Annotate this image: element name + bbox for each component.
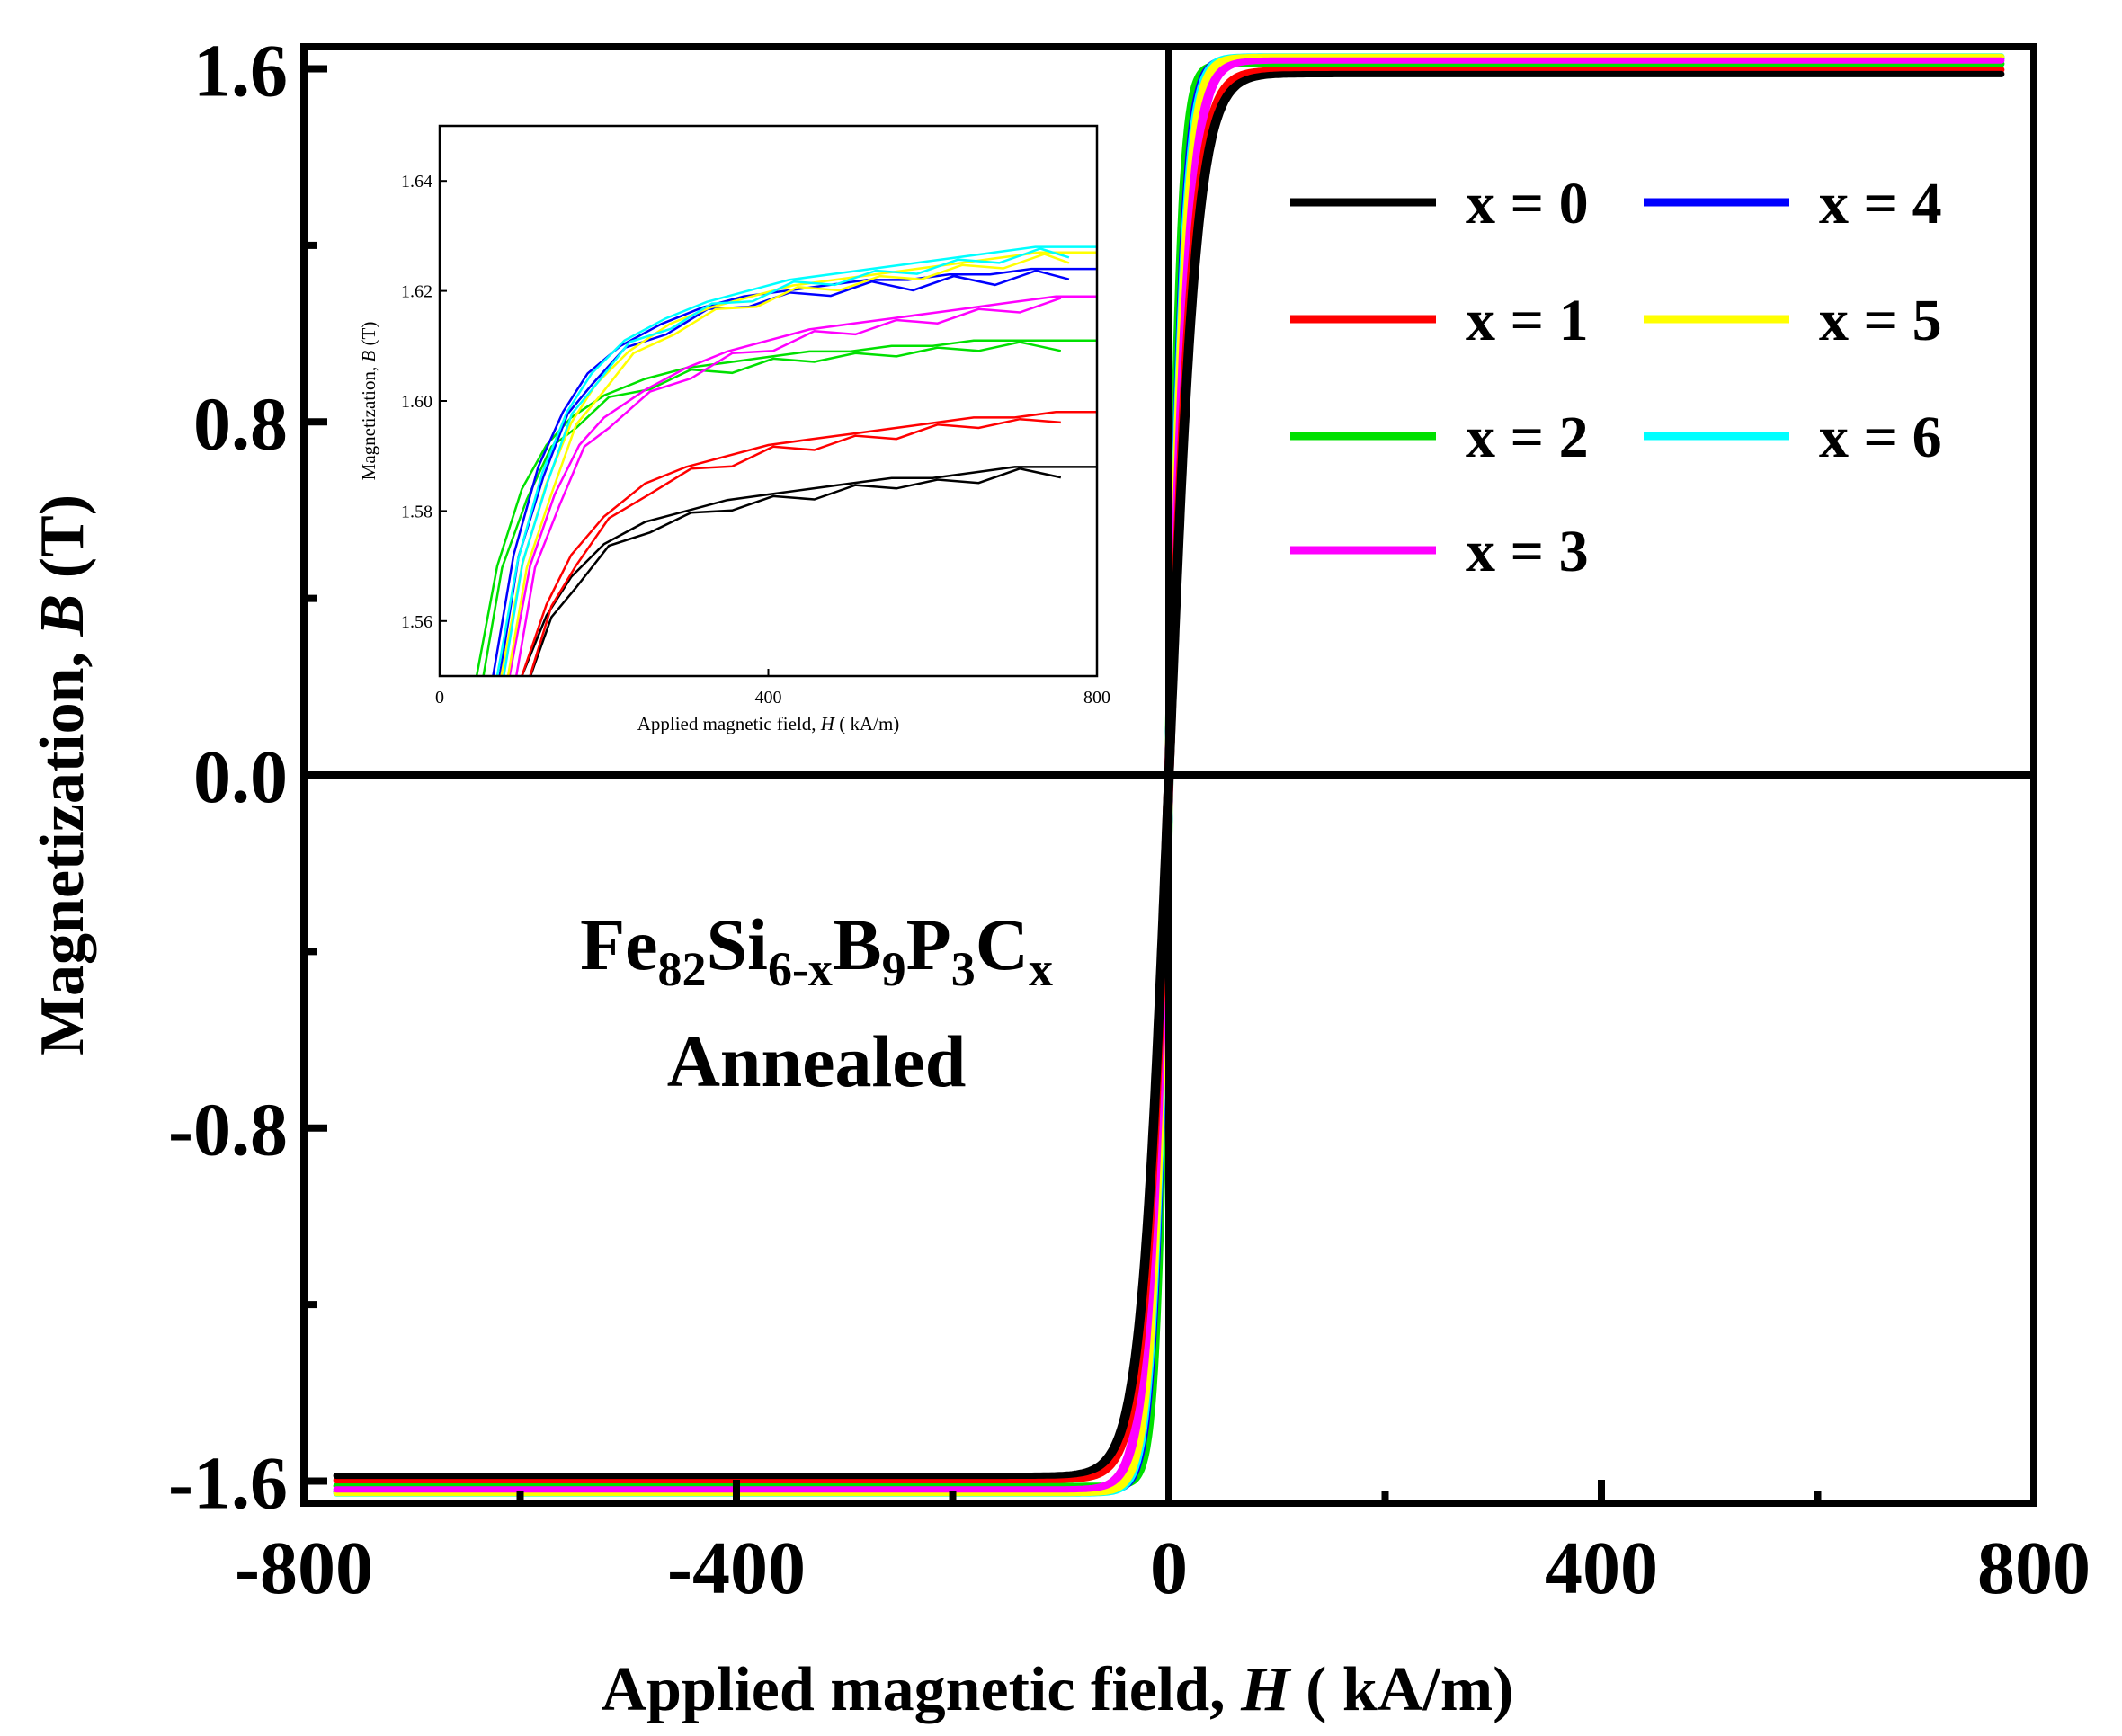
y-tick-label: -0.8 (168, 1089, 288, 1172)
annealed-label: Annealed (667, 1020, 967, 1102)
composition-label: Fe82​Si6-x​B9​P3​Cx​ (580, 904, 1053, 996)
y-tick-label: 0.8 (193, 382, 288, 466)
inset-series-return (482, 341, 1062, 676)
y-tick-label: -1.6 (168, 1441, 288, 1525)
inset-y-tick-label: 1.60 (401, 392, 432, 412)
inset-series-line (521, 410, 1097, 676)
inset-series-return (506, 253, 1070, 676)
inset-x-tick-label: 400 (755, 688, 782, 708)
inset-y-tick-label: 1.62 (401, 282, 432, 302)
legend-label: x = 3 (1466, 519, 1589, 584)
inset-series-return (514, 297, 1062, 676)
x-tick-label: -800 (235, 1527, 373, 1610)
series-line-x3 (333, 57, 2005, 1493)
inset-series-line (495, 245, 1097, 676)
inset-plot: 0 400 800 1.56 1.58 1.60 1.62 1.64 Applied magne… (358, 124, 1110, 734)
x-tick-label: -400 (667, 1527, 806, 1610)
series-line-x0 (333, 70, 2005, 1480)
inset-y-tick-label: 1.64 (401, 172, 432, 191)
inset-y-tick-label: 1.58 (401, 502, 432, 521)
y-tick-label: 1.6 (193, 30, 288, 113)
x-axis-title: Applied magnetic field, H ( kA/m) (602, 1655, 1514, 1724)
inset-series-return (529, 417, 1061, 676)
legend-label: x = 5 (1819, 288, 1942, 353)
y-axis-title: Magnetization, B (T) (28, 494, 97, 1055)
main-axes: -800 -400 0 400 800 -1.6 -0.8 0.0 0.8 1.6 (168, 30, 2091, 1610)
inset-x-tick-label: 800 (1083, 688, 1110, 708)
legend-label: x = 1 (1466, 288, 1589, 353)
legend-label: x = 2 (1466, 405, 1589, 470)
inset-y-axis-title: Magnetization, B (T) (358, 322, 379, 481)
main-plot (333, 53, 2005, 1497)
inset-x-tick-label: 0 (435, 688, 444, 708)
inset-series-return (503, 247, 1070, 676)
x-tick-label: 0 (1150, 1527, 1188, 1610)
inset-y-tick-label: 1.56 (401, 612, 432, 632)
legend-label: x = 6 (1819, 405, 1942, 470)
inset-x-axis-title: Applied magnetic field, H ( kA/m) (637, 713, 900, 734)
legend-label: x = 0 (1466, 171, 1589, 236)
inset-series-line (475, 339, 1097, 676)
inset-series-line (521, 466, 1097, 676)
inset-series-line (508, 295, 1097, 676)
legend: x = 0 x = 1 x = 2 x = 3 x = 4 x = 5 x = 6 (1290, 171, 1942, 584)
y-tick-label: 0.0 (193, 735, 288, 819)
x-tick-label: 800 (1977, 1527, 2091, 1610)
inset-series-return (529, 467, 1062, 676)
legend-label: x = 4 (1819, 171, 1942, 236)
x-tick-label: 400 (1545, 1527, 1658, 1610)
